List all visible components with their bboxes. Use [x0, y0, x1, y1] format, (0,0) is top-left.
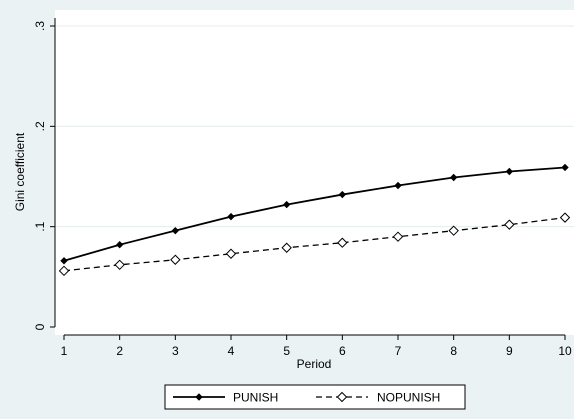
x-tick-label-0: 1 — [61, 344, 68, 358]
data-point-nopunish-3 — [170, 254, 181, 265]
y-axis: 0 .1 .2 .3 — [33, 18, 56, 330]
x-tick-label-4: 5 — [283, 344, 290, 358]
data-point-nopunish-7 — [392, 231, 404, 242]
y-tick-label-0: 0 — [33, 323, 47, 330]
x-tick-label-5: 6 — [339, 344, 346, 358]
y-tick-label-3: .3 — [33, 21, 47, 31]
x-axis-title: Period — [297, 357, 332, 371]
x-tick-label-1: 2 — [116, 344, 123, 358]
data-point-nopunish-5 — [281, 242, 292, 253]
data-point-punish-2 — [115, 241, 124, 249]
legend-label-punish: PUNISH — [233, 391, 278, 405]
series-line-nopunish — [63, 216, 566, 272]
data-point-punish-7 — [394, 181, 402, 190]
x-tick-label-9: 10 — [558, 344, 572, 358]
y-tick-label-1: .1 — [33, 221, 47, 231]
data-point-punish-5 — [282, 200, 291, 209]
y-axis-title: Gini coefficient — [13, 132, 27, 211]
series-line-punish — [63, 166, 566, 262]
data-point-punish-10 — [561, 163, 569, 172]
y-tick-label-2: .2 — [33, 121, 47, 131]
plot-background — [55, 10, 574, 335]
data-point-nopunish-2 — [114, 259, 125, 271]
data-point-nopunish-6 — [337, 237, 348, 248]
x-tick-label-3: 4 — [228, 344, 235, 358]
data-point-punish-3 — [171, 226, 180, 235]
data-point-nopunish-8 — [448, 225, 459, 236]
data-point-nopunish-4 — [225, 248, 237, 259]
series-layer — [58, 163, 571, 277]
x-tick-label-8: 9 — [506, 344, 513, 358]
legend-label-nopunish: NOPUNISH — [377, 391, 440, 405]
x-tick-label-2: 3 — [172, 344, 179, 358]
x-tick-label-7: 8 — [450, 344, 457, 358]
legend-marker-punish — [195, 393, 203, 401]
x-axis: 1 2 3 4 5 6 7 8 9 10 — [61, 334, 572, 358]
data-point-nopunish-10 — [559, 212, 571, 223]
data-point-punish-9 — [505, 167, 514, 176]
data-point-punish-8 — [449, 173, 458, 182]
data-point-punish-4 — [227, 212, 235, 221]
data-point-punish-6 — [338, 190, 347, 199]
data-point-nopunish-9 — [504, 219, 515, 230]
x-tick-label-6: 7 — [395, 344, 402, 358]
legend-marker-nopunish — [336, 391, 348, 403]
data-point-nopunish-1 — [58, 265, 70, 277]
data-point-punish-1 — [60, 257, 68, 265]
legend: PUNISH NOPUNISH — [164, 384, 466, 410]
